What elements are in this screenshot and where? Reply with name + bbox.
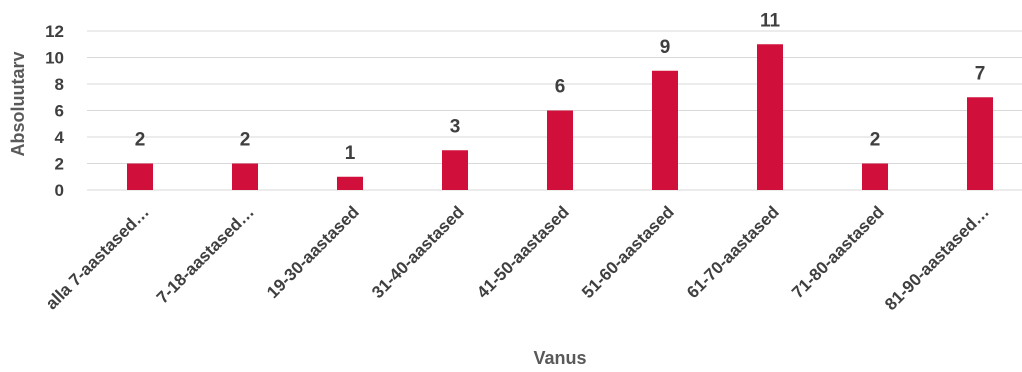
x-axis-title: Vanus <box>533 348 586 368</box>
data-label: 2 <box>240 130 251 151</box>
bar <box>967 97 993 190</box>
y-tick-label: 0 <box>55 181 64 200</box>
y-tick-labels: 0 2 4 6 8 10 12 <box>45 22 64 200</box>
bar <box>547 111 573 191</box>
data-label: 3 <box>450 116 461 137</box>
y-tick-label: 8 <box>55 75 64 94</box>
data-label: 7 <box>975 63 986 84</box>
x-tick-label: alla 7-aastased… <box>42 202 153 313</box>
data-label: 1 <box>345 143 356 164</box>
data-label: 2 <box>135 130 146 151</box>
y-tick-label: 6 <box>55 102 64 121</box>
bar <box>862 164 888 191</box>
bar <box>652 71 678 190</box>
x-tick-label: 19-30-aastased <box>263 202 363 302</box>
data-label: 11 <box>760 10 781 31</box>
x-tick-label: 7-18-aastased… <box>153 202 258 307</box>
x-tick-label: 31-40-aastased <box>368 202 468 302</box>
bar <box>127 164 153 191</box>
x-tick-labels: alla 7-aastased… 7-18-aastased… 19-30-aast… <box>42 202 993 314</box>
bar <box>337 177 363 190</box>
x-tick-label: 61-70-aastased <box>683 202 783 302</box>
bar <box>232 164 258 191</box>
bars <box>127 44 993 190</box>
data-label: 2 <box>870 130 881 151</box>
y-tick-label: 4 <box>55 128 65 147</box>
y-tick-label: 2 <box>55 155 64 174</box>
x-tick-label: 81-90-aastased… <box>881 202 993 314</box>
y-tick-label: 12 <box>45 22 64 41</box>
bar <box>442 150 468 190</box>
data-label: 6 <box>555 77 566 98</box>
x-tick-label: 41-50-aastased <box>473 202 573 302</box>
data-label: 9 <box>660 37 671 58</box>
y-axis-title: Absoluutarv <box>8 51 28 156</box>
y-tick-label: 10 <box>45 49 64 68</box>
bar <box>757 44 783 190</box>
x-tick-label: 51-60-aastased <box>578 202 678 302</box>
x-tick-label: 71-80-aastased <box>788 202 888 302</box>
